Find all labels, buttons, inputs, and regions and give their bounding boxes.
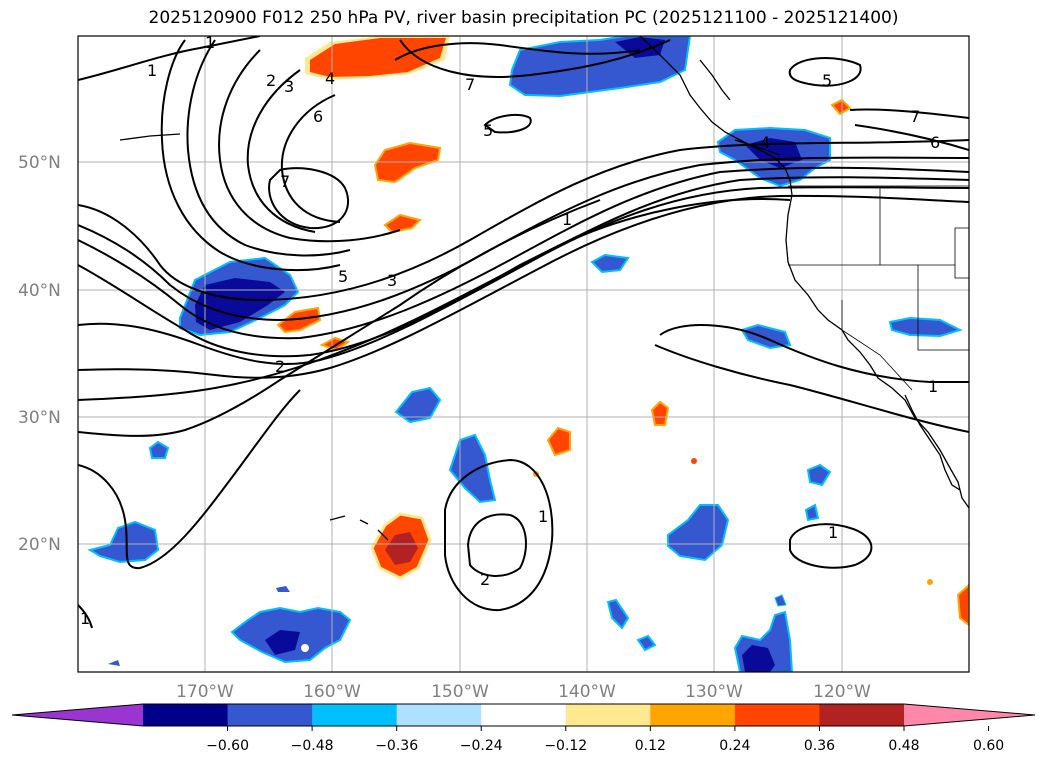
lon-label-160w: 160°W bbox=[303, 682, 361, 702]
contour-label: 7 bbox=[280, 172, 290, 191]
map-title: 2025120900 F012 250 hPa PV, river basin … bbox=[148, 8, 899, 28]
lon-label-140w: 140°W bbox=[558, 682, 616, 702]
colorbar-box bbox=[734, 704, 820, 726]
lon-label-130w: 130°W bbox=[685, 682, 743, 702]
contour-label: 1 bbox=[562, 210, 572, 229]
political-borders bbox=[788, 185, 969, 391]
lon-label-150w: 150°W bbox=[431, 682, 489, 702]
lon-label-120w: 120°W bbox=[813, 682, 871, 702]
lon-label-170w: 170°W bbox=[176, 682, 234, 702]
contour-label: 3 bbox=[387, 271, 397, 290]
colorbar-outline bbox=[11, 703, 1036, 727]
colorbar-box bbox=[227, 704, 313, 726]
pv-contours bbox=[78, 36, 969, 629]
colorbar-box bbox=[312, 704, 398, 726]
colorbar-tick-label: 0.12 bbox=[635, 738, 666, 754]
contour-labels: 1 2 3 4 5 6 7 7 5 7 6 4 1 3 2 1 1 2 1 1 … bbox=[80, 33, 940, 628]
lat-label-20n: 20°N bbox=[18, 535, 61, 555]
contour-label: 1 bbox=[538, 507, 548, 526]
colorbar-tick-label: 0.24 bbox=[719, 738, 750, 754]
colorbar-tick-label: 0.60 bbox=[973, 738, 1004, 754]
longitude-labels: 170°W 160°W 150°W 140°W 130°W 120°W bbox=[176, 682, 871, 702]
colorbar-tick-label: −0.36 bbox=[375, 738, 418, 754]
contour-label: 5 bbox=[483, 121, 493, 140]
contour-label: 6 bbox=[313, 107, 323, 126]
map-area: 1 2 3 4 5 6 7 7 5 7 6 4 1 3 2 1 1 2 1 1 … bbox=[78, 33, 969, 672]
map-frame bbox=[77, 35, 970, 673]
contour-label: 4 bbox=[760, 133, 770, 152]
colorbar-tick-label: 0.36 bbox=[804, 738, 835, 754]
colorbar-box bbox=[650, 704, 736, 726]
contour-label: 2 bbox=[266, 71, 276, 90]
contour-label: 2 bbox=[275, 357, 285, 376]
colorbar-extend-max bbox=[904, 704, 1035, 726]
colorbar-box bbox=[481, 704, 567, 726]
contour-label: 1 bbox=[928, 377, 938, 396]
contour-label: 1 bbox=[828, 523, 838, 542]
contour-label: 7 bbox=[465, 75, 475, 94]
colorbar-tick-label: 0.48 bbox=[888, 738, 919, 754]
colorbar-tick-label: −0.48 bbox=[291, 738, 334, 754]
colorbar bbox=[11, 703, 1036, 727]
lat-label-40n: 40°N bbox=[18, 281, 61, 301]
gridlines bbox=[78, 36, 969, 672]
contour-label: 5 bbox=[822, 71, 832, 90]
contour-label: 1 bbox=[205, 33, 215, 52]
contour-label: 6 bbox=[930, 133, 940, 152]
colorbar-box bbox=[143, 704, 229, 726]
contour-label: 3 bbox=[284, 77, 294, 96]
colorbar-tick-label: −0.24 bbox=[460, 738, 503, 754]
colorbar-extend-min bbox=[12, 704, 143, 726]
contour-label: 1 bbox=[147, 61, 157, 80]
lat-label-30n: 30°N bbox=[18, 408, 61, 428]
contour-label: 7 bbox=[910, 107, 920, 126]
colorbar-ticks: −0.60 −0.48 −0.36 −0.24 −0.12 0.12 0.24 0.36 0.4… bbox=[206, 726, 1004, 754]
colorbar-box bbox=[565, 704, 651, 726]
colorbar-tick-label: −0.12 bbox=[544, 738, 587, 754]
contour-label: 1 bbox=[80, 609, 90, 628]
contour-label: 5 bbox=[338, 267, 348, 286]
coastlines bbox=[119, 36, 969, 541]
contour-label: 4 bbox=[325, 69, 335, 88]
colorbar-tick-label: −0.60 bbox=[206, 738, 249, 754]
colorbar-box bbox=[819, 704, 905, 726]
colorbar-box bbox=[396, 704, 482, 726]
latitude-labels: 50°N 40°N 30°N 20°N bbox=[18, 153, 61, 555]
lat-label-50n: 50°N bbox=[18, 153, 61, 173]
contour-label: 2 bbox=[480, 570, 490, 589]
